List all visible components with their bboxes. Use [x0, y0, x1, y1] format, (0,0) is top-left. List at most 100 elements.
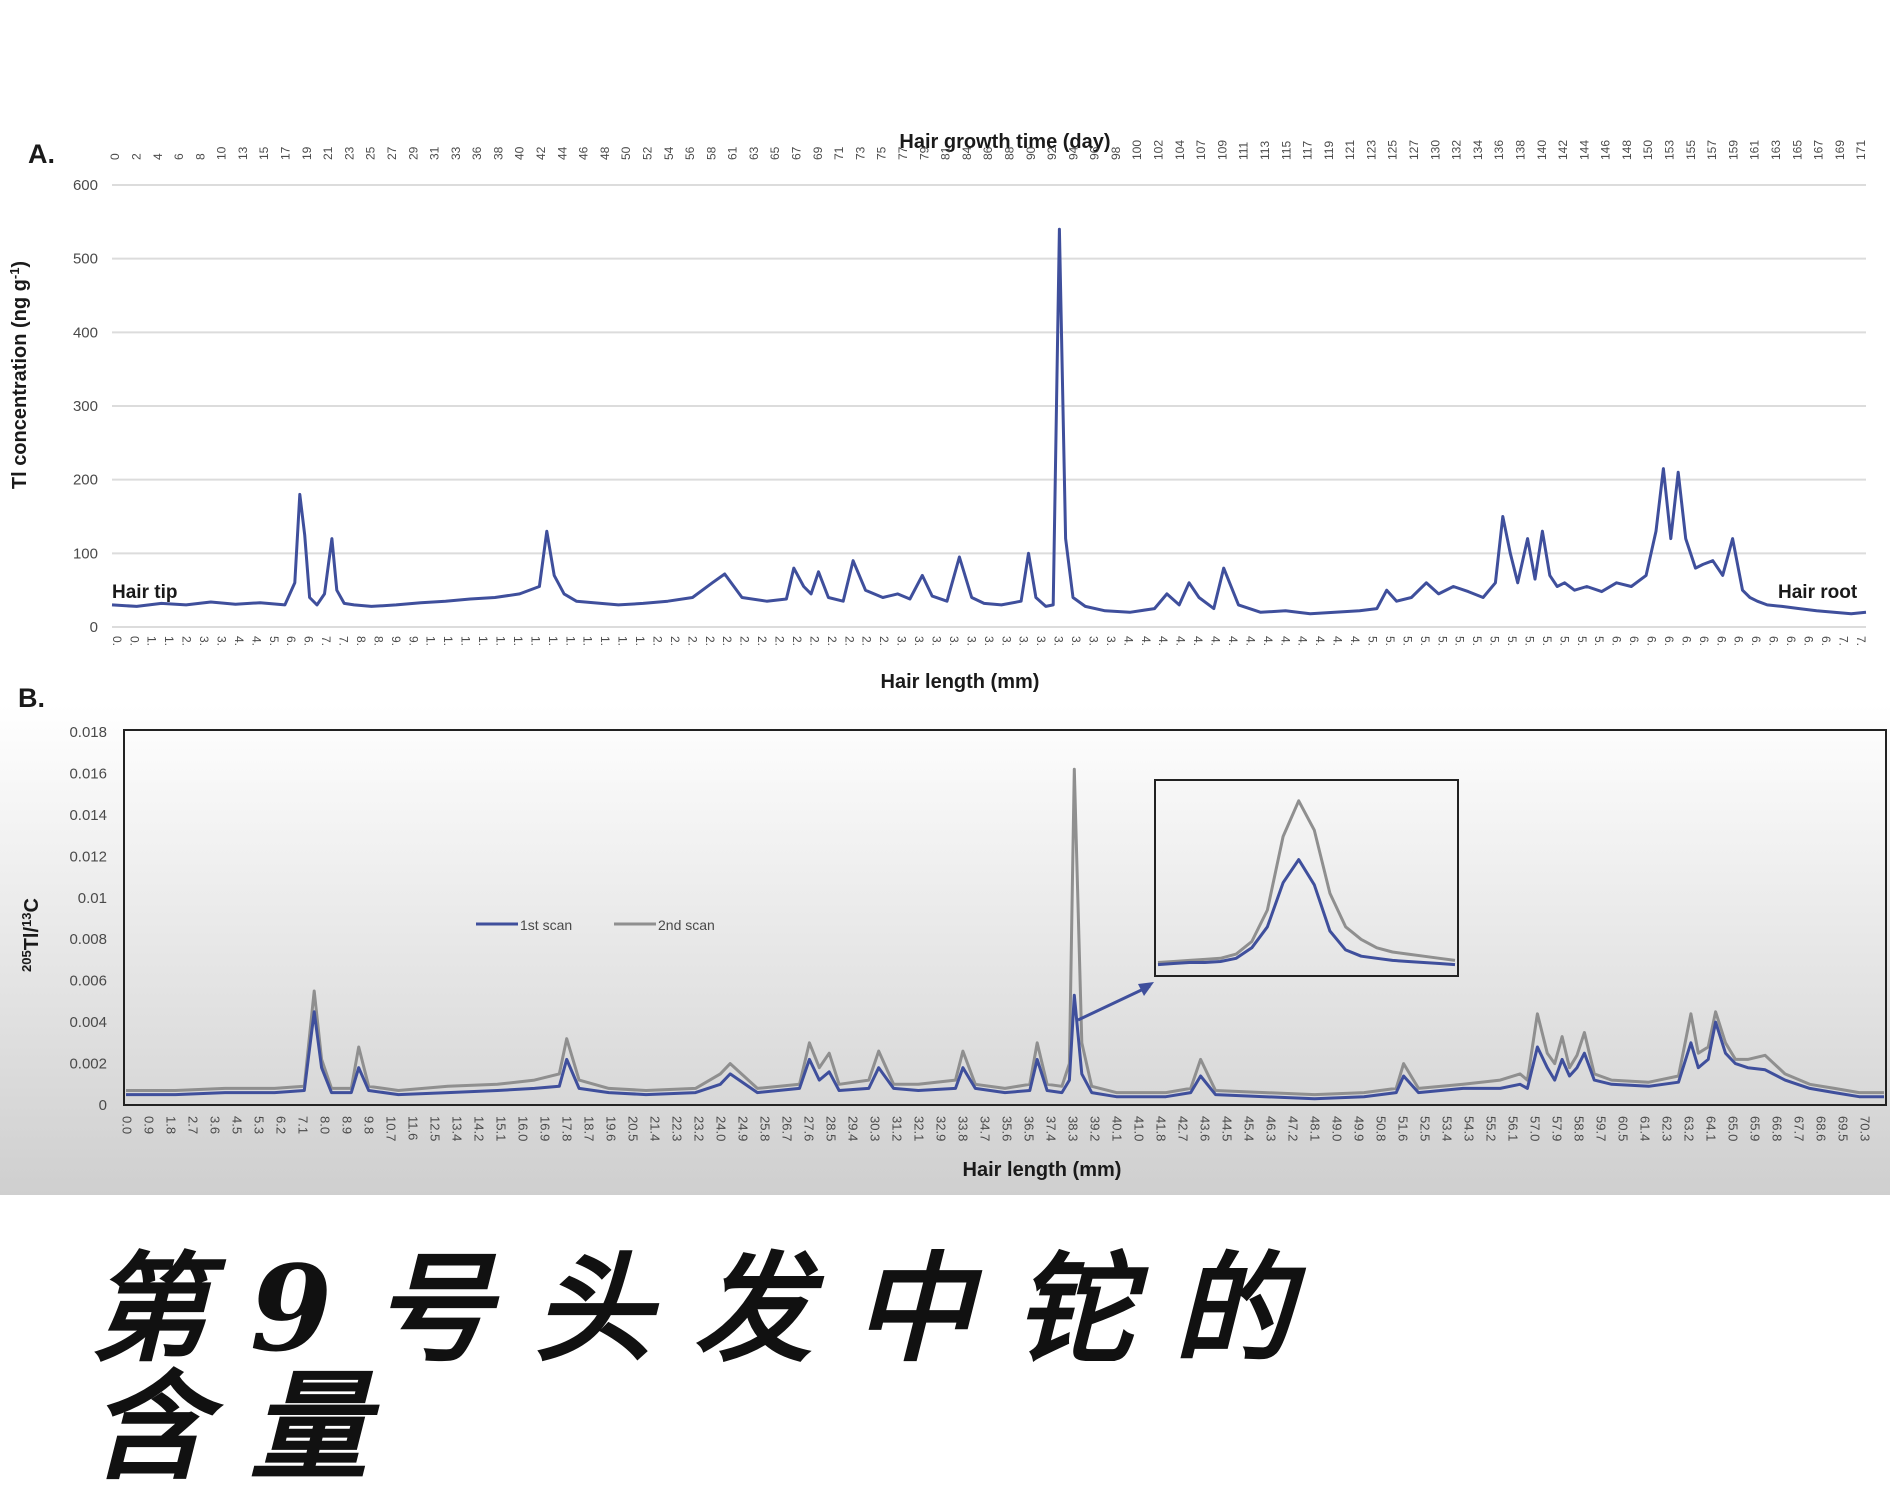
top-tick-label: 77 — [896, 146, 910, 160]
top-tick-label: 100 — [1130, 140, 1144, 160]
panel-b-legend: 1st scan 2nd scan — [476, 917, 715, 933]
bottom-tick-label: 5. — [1453, 636, 1467, 646]
top-tick-label: 29 — [406, 146, 420, 160]
bottom-tick-label: 3. — [1069, 636, 1083, 646]
x-tick-label-b: 24.9 — [736, 1116, 751, 1141]
top-tick-label: 117 — [1301, 141, 1315, 160]
bottom-tick-label: 4. — [1156, 636, 1170, 646]
hair-root-annotation: Hair root — [1778, 582, 1858, 603]
bottom-tick-label: 3. — [1104, 636, 1118, 646]
x-tick-label-b: 32.9 — [934, 1116, 949, 1141]
x-tick-label-b: 7.1 — [296, 1116, 311, 1134]
bottom-tick-label: 4. — [1243, 636, 1257, 646]
bottom-tick-label: 9. — [389, 636, 403, 646]
bottom-tick-label: 4. — [1278, 636, 1292, 646]
top-tick-label: 157 — [1705, 140, 1719, 160]
bottom-tick-label: 1. — [145, 636, 159, 646]
x-tick-label-b: 21.4 — [648, 1116, 663, 1141]
x-tick-label-b: 43.6 — [1198, 1116, 1213, 1141]
x-tick-label-b: 45.4 — [1242, 1116, 1257, 1141]
panel-a-bottom-ticks: 0. 0. 1. 1. 2. 3. 3. 4. 4. 5. 6. 6. 7. 7. 8. 8. 9. 9. 1. 1.… — [110, 636, 1868, 646]
x-tick-label-b: 30.3 — [868, 1116, 883, 1141]
bottom-tick-label: 2. — [180, 636, 194, 646]
top-tick-label: 127 — [1407, 140, 1421, 160]
bottom-tick-label: 2. — [668, 636, 682, 646]
bottom-tick-label: 3. — [964, 636, 978, 646]
x-tick-label-b: 10.7 — [384, 1116, 399, 1141]
top-tick-label: 169 — [1833, 140, 1847, 160]
top-tick-label: 23 — [342, 146, 356, 160]
x-tick-label-b: 53.4 — [1440, 1116, 1455, 1141]
bottom-tick-label: 8. — [354, 636, 368, 646]
x-tick-label-b: 63.2 — [1682, 1116, 1697, 1141]
bottom-tick-label: 7. — [1854, 636, 1868, 646]
bottom-tick-label: 6. — [1767, 636, 1781, 646]
x-tick-label-b: 12.5 — [428, 1116, 443, 1141]
top-tick-label: 4 — [151, 153, 165, 160]
top-tick-label: 104 — [1173, 140, 1187, 160]
x-tick-label-b: 26.7 — [780, 1116, 795, 1141]
panel-b-label: B. — [18, 683, 45, 713]
bottom-tick-label: 1. — [528, 636, 542, 646]
top-tick-label: 146 — [1599, 140, 1613, 160]
x-tick-label-b: 0.9 — [142, 1116, 157, 1134]
y-tick-label-a: 500 — [73, 251, 98, 268]
y-tick-label-a: 100 — [73, 545, 98, 562]
top-tick-label: 50 — [619, 146, 633, 160]
y-tick-label-b: 0 — [99, 1097, 107, 1114]
x-tick-label-b: 41.0 — [1132, 1116, 1147, 1141]
top-tick-label: 33 — [449, 146, 463, 160]
panel-a-gridlines — [112, 184, 1866, 628]
bottom-tick-label: 5. — [1470, 636, 1484, 646]
bottom-tick-label: 3. — [1086, 636, 1100, 646]
panel-a-series — [111, 227, 1867, 616]
bottom-tick-label: 5. — [1366, 636, 1380, 646]
y-tick-label-a: 200 — [73, 472, 98, 489]
x-tick-label-b: 28.5 — [824, 1116, 839, 1141]
bottom-tick-label: 4. — [1121, 636, 1135, 646]
x-tick-label-b: 41.8 — [1154, 1116, 1169, 1141]
top-tick-label: 140 — [1535, 140, 1549, 160]
bottom-tick-label: 1. — [581, 636, 595, 646]
x-tick-label-b: 0.0 — [120, 1116, 135, 1134]
top-tick-label: 38 — [491, 146, 505, 160]
bottom-tick-label: 3. — [197, 636, 211, 646]
bottom-tick-label: 6. — [1819, 636, 1833, 646]
bottom-tick-label: 1. — [598, 636, 612, 646]
bottom-tick-label: 4. — [1296, 636, 1310, 646]
bottom-tick-label: 6. — [1802, 636, 1816, 646]
top-tick-label: 150 — [1641, 140, 1655, 160]
panel-b-plot-frame — [123, 729, 1887, 1106]
top-tick-label: 144 — [1577, 140, 1591, 160]
top-tick-label: 71 — [832, 146, 846, 160]
panel-b-background — [0, 705, 1890, 1195]
y-tick-label-b: 0.002 — [69, 1056, 107, 1073]
panel-b-y-ticks: 0 0.002 0.004 0.006 0.008 0.01 0.012 0.014 0.016… — [69, 724, 107, 1114]
bottom-tick-label: 3. — [982, 636, 996, 646]
x-tick-label-b: 22.3 — [670, 1116, 685, 1141]
bottom-tick-label: 4. — [1209, 636, 1223, 646]
bottom-tick-label: 5. — [1575, 636, 1589, 646]
panel-a-y-ticks: 0 100 200 300 400 500 600 — [73, 177, 98, 636]
panel-b-series — [126, 767, 1884, 1101]
y-tick-label-b: 0.012 — [69, 848, 107, 865]
top-tick-label: 171 — [1854, 140, 1868, 160]
bottom-tick-label: 4. — [232, 636, 246, 646]
bottom-tick-label: 3. — [895, 636, 909, 646]
top-tick-label: 155 — [1684, 140, 1698, 160]
panel-b-inset — [1077, 779, 1459, 1022]
x-tick-label-b: 17.8 — [560, 1116, 575, 1141]
top-tick-label: 81 — [939, 146, 953, 160]
top-tick-label: 31 — [428, 146, 442, 160]
bottom-tick-label: 0. — [110, 636, 124, 646]
hair-tip-annotation: Hair tip — [112, 582, 177, 603]
x-tick-label-b: 42.7 — [1176, 1116, 1191, 1141]
x-tick-label-b: 62.3 — [1660, 1116, 1675, 1141]
bottom-tick-label: 1. — [633, 636, 647, 646]
x-tick-label-b: 48.1 — [1308, 1116, 1323, 1141]
x-tick-label-b: 16.0 — [516, 1116, 531, 1141]
top-tick-label: 13 — [236, 146, 250, 160]
bottom-tick-label: 2. — [703, 636, 717, 646]
panel-a-x-axis-label: Hair length (mm) — [881, 671, 1040, 693]
panel-a: A. Hair growth time (day) Tl concentrati… — [7, 131, 1869, 693]
